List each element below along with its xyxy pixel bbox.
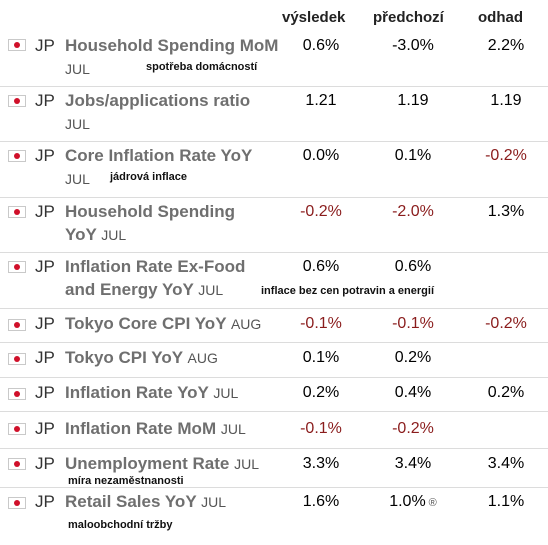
event-name[interactable]: Retail Sales YoY JUL	[65, 492, 226, 511]
country-code: JP	[35, 257, 55, 276]
actual-value: -0.1%	[300, 315, 342, 332]
previous-value: 3.4%	[394, 455, 432, 472]
country-code: JP	[35, 202, 55, 221]
japan-flag-icon	[8, 388, 26, 400]
japan-flag-icon	[8, 206, 26, 218]
event-period: AUG	[230, 316, 262, 332]
revised-icon: ®	[428, 497, 437, 509]
table-header: výsledek předchozí odhad	[0, 0, 548, 34]
event-period: JUL	[65, 61, 90, 77]
table-row[interactable]: JP Inflation Rate MoM JUL -0.1% -0.2%	[0, 412, 548, 449]
forecast-value: 0.2%	[487, 384, 525, 401]
japan-flag-icon	[8, 353, 26, 365]
japan-flag-icon	[8, 319, 26, 331]
table-row[interactable]: JP Jobs/applications ratio JUL 1.21 1.19 …	[0, 87, 548, 142]
czech-annotation: inflace bez cen potravin a energií	[261, 285, 434, 297]
column-previous: předchozí	[373, 9, 444, 26]
event-name[interactable]: Inflation Rate MoM JUL	[65, 419, 246, 438]
column-forecast: odhad	[478, 9, 523, 26]
table-row[interactable]: JP Household Spending YoY JUL -0.2% -2.0…	[0, 198, 548, 253]
table-row[interactable]: JP Core Inflation Rate YoY JUL 0.0% 0.1% …	[0, 142, 548, 198]
country-code: JP	[35, 146, 55, 165]
japan-flag-icon	[8, 95, 26, 107]
country-code: JP	[35, 314, 55, 333]
actual-value: 0.6%	[302, 37, 340, 54]
previous-value: -2.0%	[392, 203, 434, 220]
country-code: JP	[35, 91, 55, 110]
event-name[interactable]: Tokyo Core CPI YoY AUG	[65, 314, 262, 333]
event-period: JUL	[213, 385, 239, 401]
previous-value: 0.2%	[394, 349, 432, 366]
forecast-value: 1.1%	[487, 493, 525, 510]
forecast-value: 1.19	[490, 92, 522, 109]
event-name[interactable]: Inflation Rate YoY JUL	[65, 383, 239, 402]
japan-flag-icon	[8, 261, 26, 273]
actual-value: 0.6%	[302, 258, 340, 275]
event-period: JUL	[65, 171, 90, 187]
actual-value: -0.2%	[300, 203, 342, 220]
actual-value: 1.21	[305, 92, 337, 109]
event-period: JUL	[65, 116, 90, 132]
column-actual: výsledek	[282, 9, 346, 26]
country-code: JP	[35, 36, 55, 55]
table-row[interactable]: JP Inflation Rate Ex-Food and Energy YoY…	[0, 253, 548, 309]
forecast-value: -0.2%	[485, 315, 527, 332]
event-name[interactable]: Unemployment Rate JUL	[65, 454, 260, 473]
previous-value: 1.0% ®	[389, 493, 437, 510]
table-row[interactable]: JP Unemployment Rate JUL 3.3% 3.4% 3.4% …	[0, 449, 548, 488]
event-name[interactable]: Household Spending MoM JUL	[65, 36, 279, 77]
japan-flag-icon	[8, 458, 26, 470]
czech-annotation: maloobchodní tržby	[68, 519, 173, 531]
previous-value: 0.1%	[394, 147, 432, 164]
table-row[interactable]: JP Tokyo CPI YoY AUG 0.1% 0.2%	[0, 343, 548, 378]
actual-value: 0.1%	[302, 349, 340, 366]
actual-value: 0.2%	[302, 384, 340, 401]
event-period: AUG	[187, 350, 218, 366]
czech-annotation: spotřeba domácností	[146, 61, 258, 73]
actual-value: 1.6%	[302, 493, 340, 510]
country-code: JP	[35, 348, 55, 367]
table-row[interactable]: JP Household Spending MoM JUL 0.6% -3.0%…	[0, 34, 548, 87]
country-code: JP	[35, 419, 55, 438]
event-name[interactable]: Core Inflation Rate YoY JUL	[65, 146, 253, 187]
previous-value: -3.0%	[392, 37, 434, 54]
table-row[interactable]: JP Retail Sales YoY JUL 1.6% 1.0% ® 1.1% …	[0, 488, 548, 544]
japan-flag-icon	[8, 423, 26, 435]
actual-value: 0.0%	[302, 147, 340, 164]
event-name[interactable]: Jobs/applications ratio JUL	[65, 91, 251, 132]
previous-value: 1.19	[397, 92, 429, 109]
czech-annotation: jádrová inflace	[110, 171, 188, 183]
previous-value: -0.1%	[392, 315, 434, 332]
japan-flag-icon	[8, 39, 26, 51]
previous-value: -0.2%	[392, 420, 434, 437]
event-period: JUL	[201, 494, 226, 510]
event-name[interactable]: Tokyo CPI YoY AUG	[65, 348, 218, 367]
table-row[interactable]: JP Tokyo Core CPI YoY AUG -0.1% -0.1% -0…	[0, 309, 548, 343]
japan-flag-icon	[8, 150, 26, 162]
forecast-value: 2.2%	[487, 37, 525, 54]
event-period: JUL	[198, 282, 224, 298]
forecast-value: -0.2%	[485, 147, 527, 164]
forecast-value: 1.3%	[487, 203, 525, 220]
event-period: JUL	[101, 227, 127, 243]
event-name[interactable]: Inflation Rate Ex-Food and Energy YoY JU…	[65, 257, 246, 299]
previous-value: 0.4%	[394, 384, 432, 401]
country-code: JP	[35, 454, 55, 473]
event-period: JUL	[234, 456, 260, 472]
country-code: JP	[35, 492, 55, 511]
actual-value: 3.3%	[302, 455, 340, 472]
event-period: JUL	[220, 421, 246, 437]
event-name[interactable]: Household Spending YoY JUL	[65, 202, 235, 244]
czech-annotation: míra nezaměstnanosti	[68, 475, 184, 487]
japan-flag-icon	[8, 497, 26, 509]
previous-value: 0.6%	[394, 258, 432, 275]
country-code: JP	[35, 383, 55, 402]
table-row[interactable]: JP Inflation Rate YoY JUL 0.2% 0.4% 0.2%	[0, 378, 548, 412]
forecast-value: 3.4%	[487, 455, 525, 472]
actual-value: -0.1%	[300, 420, 342, 437]
